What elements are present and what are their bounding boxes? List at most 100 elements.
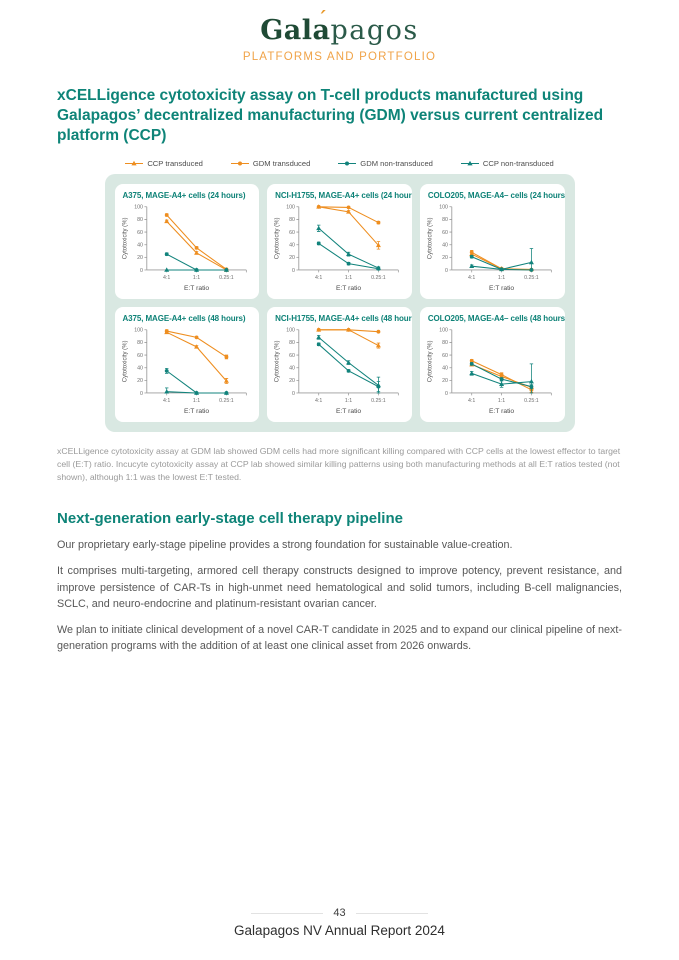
svg-text:80: 80 [137, 340, 143, 346]
svg-text:Cytotoxicity (%): Cytotoxicity (%) [122, 218, 128, 260]
svg-text:4:1: 4:1 [468, 275, 475, 281]
svg-text:E:T ratio: E:T ratio [183, 408, 208, 415]
svg-text:100: 100 [439, 328, 448, 334]
svg-text:80: 80 [137, 217, 143, 223]
svg-text:0: 0 [140, 268, 143, 274]
legend-item-label: CCP non-transduced [482, 159, 554, 169]
page-number-row: 43 [0, 907, 679, 919]
svg-text:1:1: 1:1 [192, 398, 199, 404]
chart-panel-colo205-24h: COLO205, MAGE-A4– cells (24 hours) 0 20 40… [419, 184, 565, 300]
svg-text:60: 60 [137, 353, 143, 359]
chart-canvas: 0 20 40 60 80 100 4:1 1:1 0.25:1 Cytotoxicity (%)… [122, 328, 247, 415]
svg-text:20: 20 [442, 378, 448, 384]
legend-item-gdm-non-transduced: GDM non-transduced [338, 159, 433, 168]
svg-text:0.25:1: 0.25:1 [524, 398, 539, 404]
svg-text:0: 0 [445, 391, 448, 397]
svg-text:20: 20 [289, 255, 295, 261]
svg-text:100: 100 [286, 328, 295, 334]
svg-text:4:1: 4:1 [315, 275, 322, 281]
legend-item-label: CCP transduced [147, 159, 203, 169]
svg-text:40: 40 [442, 366, 448, 372]
chart-panel-ncih1755-24h: NCI-H1755, MAGE-A4+ cells (24 hours) 0 20… [267, 184, 412, 300]
legend-marker-icon [460, 159, 479, 168]
chart-canvas: 0 20 40 60 80 100 4:1 1:1 0.25:1 Cytotoxicity (%)… [275, 204, 399, 292]
footer-rule-left [251, 912, 324, 914]
report-title: Galapagos NV Annual Report 2024 [234, 923, 445, 938]
svg-text:80: 80 [289, 340, 295, 346]
svg-text:0: 0 [140, 391, 143, 397]
paragraph-pipeline-detail: It comprises multi-targeting, armored ce… [57, 565, 622, 610]
section-heading: Next-generation early-stage cell therapy… [57, 510, 403, 528]
chart-panel-ncih1755-48h: NCI-H1755, MAGE-A4+ cells (48 hours) 0 20… [267, 307, 412, 423]
chart-panel-colo205-48h: COLO205, MAGE-A4– cells (48 hours) 0 20 40… [419, 307, 565, 423]
svg-text:Cytotoxicity (%): Cytotoxicity (%) [122, 341, 128, 383]
svg-text:Cytotoxicity (%): Cytotoxicity (%) [428, 341, 434, 383]
svg-text:20: 20 [137, 255, 143, 261]
svg-text:1:1: 1:1 [498, 275, 505, 281]
svg-text:0.25:1: 0.25:1 [371, 398, 386, 404]
svg-text:1:1: 1:1 [345, 398, 352, 404]
chart-panel-a375-24h: A375, MAGE-A4+ cells (24 hours) 0 20 40 60 8… [114, 184, 260, 300]
chart-legend: CCP transduced GDM transduced GDM non-tr… [0, 159, 679, 168]
svg-text:40: 40 [137, 243, 143, 249]
page-footer: 43 Galapagos NV Annual Report 2024 [0, 907, 679, 938]
svg-text:80: 80 [289, 217, 295, 223]
legend-marker-icon [230, 159, 249, 168]
svg-text:40: 40 [442, 243, 448, 249]
svg-text:4:1: 4:1 [163, 398, 170, 404]
legend-marker-icon [338, 159, 357, 168]
svg-text:80: 80 [442, 217, 448, 223]
logo-accent-icon: ´ [317, 8, 328, 30]
legend-item-ccp-non-transduced: CCP non-transduced [460, 159, 554, 169]
page-header: Gala ´ pagos PLATFORMS AND PORTFOLIO [0, 0, 679, 63]
svg-text:0.25:1: 0.25:1 [219, 398, 234, 404]
svg-text:0: 0 [292, 268, 295, 274]
svg-text:Cytotoxicity (%): Cytotoxicity (%) [428, 218, 434, 260]
svg-text:100: 100 [134, 328, 143, 334]
svg-text:40: 40 [289, 243, 295, 249]
svg-text:E:T ratio: E:T ratio [489, 285, 514, 292]
chart-title: NCI-H1755, MAGE-A4+ cells (48 hours) [275, 314, 412, 324]
svg-text:20: 20 [137, 378, 143, 384]
svg-text:20: 20 [442, 255, 448, 261]
svg-text:0.25:1: 0.25:1 [371, 275, 386, 281]
svg-text:20: 20 [289, 378, 295, 384]
svg-text:4:1: 4:1 [468, 398, 475, 404]
svg-text:100: 100 [286, 205, 295, 211]
svg-text:60: 60 [442, 353, 448, 359]
svg-text:60: 60 [289, 353, 295, 359]
legend-item-gdm-transduced: GDM transduced [230, 159, 310, 168]
paragraph-intro: Our proprietary early-stage pipeline pro… [57, 539, 513, 552]
logo-text-bold: Gal [260, 15, 313, 46]
svg-text:1:1: 1:1 [192, 275, 199, 281]
chart-title: NCI-H1755, MAGE-A4+ cells (24 hours) [275, 191, 412, 201]
svg-text:E:T ratio: E:T ratio [489, 408, 514, 415]
galapagos-logo: Gala ´ pagos [260, 8, 419, 46]
figure-heading: xCELLigence cytotoxicity assay on T-cell… [57, 86, 604, 144]
svg-text:60: 60 [289, 230, 295, 236]
legend-marker-icon [125, 159, 144, 168]
svg-text:4:1: 4:1 [163, 275, 170, 281]
legend-item-label: GDM non-transduced [360, 159, 433, 169]
svg-text:1:1: 1:1 [498, 398, 505, 404]
svg-text:100: 100 [134, 205, 143, 211]
svg-text:40: 40 [289, 366, 295, 372]
svg-text:40: 40 [137, 366, 143, 372]
figure-caption: xCELLigence cytotoxicity assay at GDM la… [57, 446, 621, 483]
chart-canvas: 0 20 40 60 80 100 4:1 1:1 0.25:1 Cytotoxicity (%)… [428, 328, 552, 415]
chart-canvas: 0 20 40 60 80 100 4:1 1:1 0.25:1 Cytotoxicity (%)… [428, 205, 552, 292]
svg-text:E:T ratio: E:T ratio [183, 285, 208, 292]
svg-text:E:T ratio: E:T ratio [336, 408, 361, 415]
svg-text:80: 80 [442, 340, 448, 346]
svg-text:60: 60 [442, 230, 448, 236]
paragraph-clinical-plan: We plan to initiate clinical development… [57, 624, 622, 653]
chart-title: COLO205, MAGE-A4– cells (48 hours) [427, 314, 565, 324]
svg-text:0: 0 [445, 268, 448, 274]
chart-canvas: 0 20 40 60 80 100 4:1 1:1 0.25:1 Cytotoxicity (%)… [275, 327, 399, 415]
section-kicker: PLATFORMS AND PORTFOLIO [242, 50, 437, 63]
svg-text:Cytotoxicity (%): Cytotoxicity (%) [275, 218, 281, 260]
figure-panel-grid: A375, MAGE-A4+ cells (24 hours) 0 20 40 60 8… [104, 174, 575, 433]
logo-accented-letter: a ´ [312, 8, 331, 46]
footer-rule-right [355, 912, 428, 914]
